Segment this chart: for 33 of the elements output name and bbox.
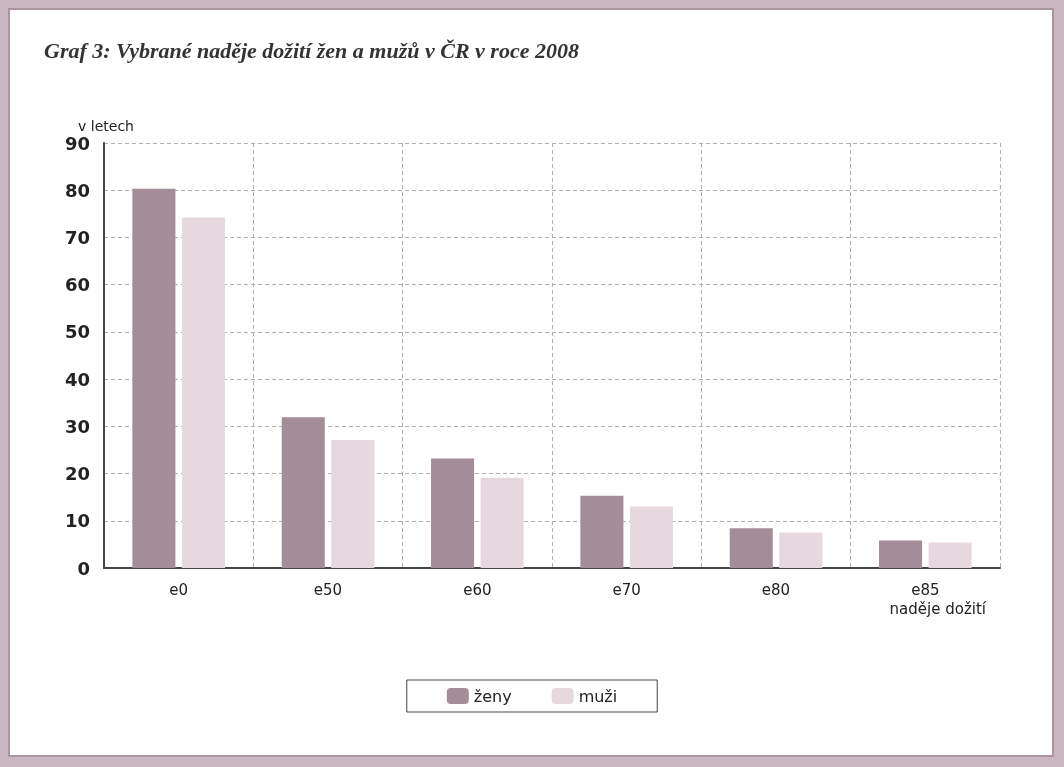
bar: [480, 477, 524, 568]
bar: [928, 542, 972, 568]
bar: [181, 217, 225, 568]
y-tick-label: 40: [64, 368, 90, 390]
y-tick-label: 70: [64, 226, 90, 248]
y-tick-label: 90: [64, 132, 90, 154]
x-tick-label: e0: [169, 580, 189, 599]
bar: [629, 506, 673, 568]
bar: [331, 440, 375, 568]
x-tick-label: e60: [463, 580, 492, 599]
y-tick-label: 50: [64, 321, 90, 343]
y-tick-label: 30: [64, 415, 90, 437]
bar: [729, 528, 773, 568]
bar: [132, 188, 176, 568]
legend-label: muži: [578, 686, 618, 706]
x-tick-label: e50: [313, 580, 343, 599]
bar: [580, 495, 624, 568]
y-axis-title: v letech: [78, 118, 134, 134]
y-tick-label: 80: [64, 179, 90, 201]
y-tick-label: 10: [64, 510, 90, 532]
y-tick-label: 20: [64, 463, 90, 485]
x-tick-label: e85: [911, 580, 940, 599]
bar: [431, 458, 475, 568]
x-tick-label: e70: [612, 580, 641, 599]
x-axis-title: naděje dožití: [889, 599, 987, 618]
legend-label: ženy: [473, 686, 512, 706]
bar: [779, 532, 823, 568]
y-tick-label: 0: [77, 557, 90, 579]
bar: [879, 540, 923, 568]
chart-title: Graf 3: Vybrané naděje dožití žen a mužů v ČR v roce 2008: [44, 38, 579, 64]
y-tick-label: 60: [64, 274, 90, 296]
bar: [281, 417, 325, 568]
x-tick-label: e80: [761, 580, 791, 599]
